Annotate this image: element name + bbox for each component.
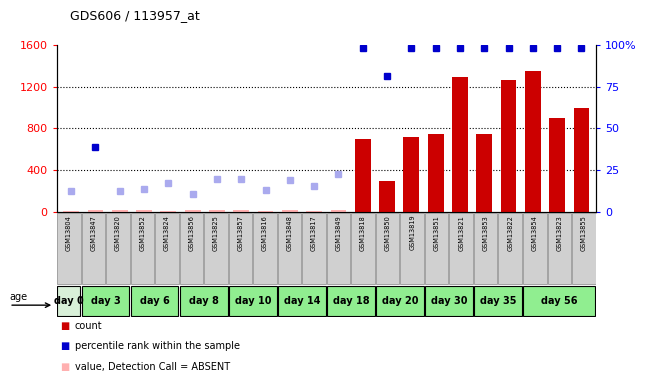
- Bar: [352, 213, 375, 284]
- Text: age: age: [9, 292, 27, 302]
- Text: GSM13857: GSM13857: [238, 215, 244, 250]
- Text: day 10: day 10: [234, 296, 271, 306]
- Bar: [278, 286, 326, 316]
- Bar: [474, 213, 498, 284]
- Bar: [184, 210, 200, 212]
- Bar: [501, 81, 517, 212]
- Text: GSM13820: GSM13820: [115, 215, 121, 250]
- Bar: [258, 211, 274, 212]
- Text: GSM13854: GSM13854: [531, 215, 537, 250]
- Bar: [379, 181, 395, 212]
- Text: GDS606 / 113957_at: GDS606 / 113957_at: [70, 9, 200, 22]
- Text: percentile rank within the sample: percentile rank within the sample: [75, 341, 240, 351]
- Text: GSM13851: GSM13851: [434, 215, 440, 250]
- Bar: [523, 213, 547, 284]
- Text: day 56: day 56: [541, 296, 577, 306]
- Bar: [404, 137, 420, 212]
- Text: GSM13818: GSM13818: [360, 215, 366, 250]
- Text: day 20: day 20: [382, 296, 418, 306]
- Text: day 18: day 18: [332, 296, 369, 306]
- Text: day 8: day 8: [188, 296, 218, 306]
- Bar: [547, 213, 571, 284]
- Text: GSM13816: GSM13816: [262, 215, 268, 250]
- Text: day 0: day 0: [54, 296, 84, 306]
- Text: day 30: day 30: [431, 296, 467, 306]
- Bar: [233, 210, 249, 212]
- Bar: [425, 213, 448, 284]
- Bar: [400, 213, 424, 284]
- Bar: [253, 213, 277, 284]
- Bar: [452, 77, 468, 212]
- Bar: [204, 213, 228, 284]
- Text: GSM13825: GSM13825: [213, 215, 219, 250]
- Text: ■: ■: [60, 362, 69, 372]
- Bar: [428, 134, 444, 212]
- Bar: [161, 211, 176, 212]
- Text: GSM13853: GSM13853: [483, 215, 489, 250]
- Text: ■: ■: [60, 341, 69, 351]
- Bar: [523, 286, 595, 316]
- Text: GSM13821: GSM13821: [458, 215, 464, 250]
- Bar: [82, 286, 129, 316]
- Text: count: count: [75, 321, 102, 331]
- Bar: [63, 211, 79, 212]
- Text: GSM13855: GSM13855: [581, 215, 587, 250]
- Text: GSM13824: GSM13824: [164, 215, 170, 250]
- Text: GSM13849: GSM13849: [336, 215, 342, 250]
- Text: day 6: day 6: [140, 296, 170, 306]
- Text: GSM13856: GSM13856: [188, 215, 194, 250]
- Bar: [155, 213, 178, 284]
- Bar: [327, 286, 375, 316]
- Bar: [278, 213, 301, 284]
- Bar: [106, 213, 130, 284]
- Bar: [450, 213, 473, 284]
- Text: GSM13822: GSM13822: [507, 215, 513, 250]
- Bar: [282, 210, 298, 212]
- Bar: [474, 286, 521, 316]
- Bar: [112, 210, 128, 212]
- Text: GSM13848: GSM13848: [286, 215, 292, 250]
- Bar: [302, 213, 326, 284]
- Text: GSM13852: GSM13852: [139, 215, 145, 250]
- Bar: [476, 134, 492, 212]
- Bar: [57, 286, 81, 316]
- Text: day 35: day 35: [480, 296, 516, 306]
- Text: day 3: day 3: [91, 296, 121, 306]
- Bar: [549, 118, 565, 212]
- Text: value, Detection Call = ABSENT: value, Detection Call = ABSENT: [75, 362, 230, 372]
- Bar: [209, 210, 225, 212]
- Bar: [376, 213, 400, 284]
- Bar: [330, 210, 346, 212]
- Bar: [525, 71, 541, 212]
- Text: day 14: day 14: [284, 296, 320, 306]
- Text: GSM13804: GSM13804: [66, 215, 72, 250]
- Bar: [425, 286, 473, 316]
- Bar: [498, 213, 522, 284]
- Text: ■: ■: [60, 321, 69, 331]
- Bar: [306, 211, 322, 212]
- Text: GSM13847: GSM13847: [91, 215, 97, 250]
- Bar: [572, 213, 595, 284]
- Bar: [82, 213, 105, 284]
- Text: GSM13850: GSM13850: [385, 215, 391, 250]
- Bar: [131, 286, 178, 316]
- Bar: [136, 210, 152, 212]
- Bar: [355, 139, 371, 212]
- Bar: [376, 286, 424, 316]
- Bar: [228, 213, 252, 284]
- Bar: [180, 286, 228, 316]
- Bar: [88, 210, 103, 212]
- Bar: [573, 108, 589, 212]
- Bar: [57, 213, 81, 284]
- Bar: [229, 286, 276, 316]
- Text: GSM13823: GSM13823: [556, 215, 562, 250]
- Text: GSM13817: GSM13817: [311, 215, 317, 250]
- Bar: [180, 213, 203, 284]
- Bar: [327, 213, 350, 284]
- Bar: [131, 213, 155, 284]
- Text: GSM13819: GSM13819: [409, 215, 415, 250]
